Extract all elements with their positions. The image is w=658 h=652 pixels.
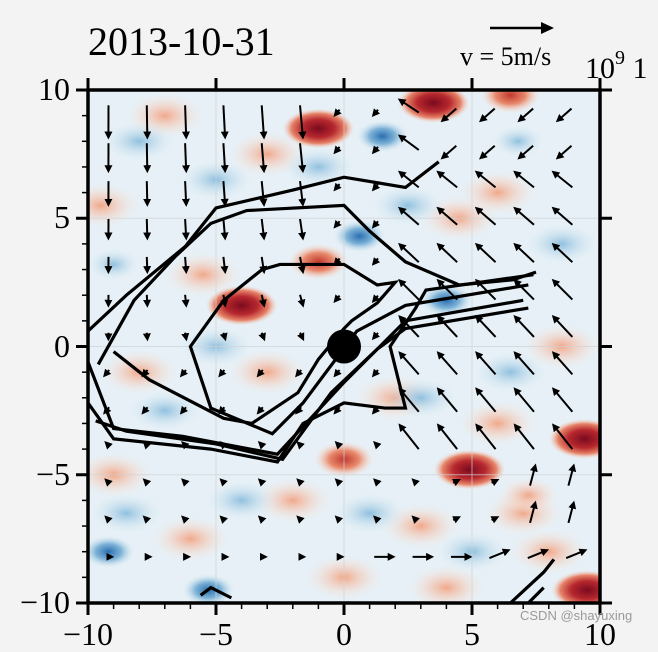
plot-area bbox=[63, 77, 623, 610]
y-tick-label: 5 bbox=[0, 201, 70, 233]
chart-title: 2013-10-31 bbox=[88, 22, 275, 62]
y-tick-label: −5 bbox=[0, 458, 70, 490]
x-tick-label: 0 bbox=[304, 618, 384, 650]
offset-text: 109 1 bbox=[585, 48, 648, 84]
chart-figure bbox=[0, 0, 658, 634]
x-tick-label: 5 bbox=[432, 618, 512, 650]
x-tick-label: −5 bbox=[176, 618, 256, 650]
y-tick-label: 10 bbox=[0, 73, 70, 105]
x-tick-label: −10 bbox=[48, 618, 128, 650]
y-tick-label: −10 bbox=[0, 586, 70, 618]
watermark: CSDN @shayuxing bbox=[520, 608, 632, 623]
y-tick-label: 0 bbox=[0, 330, 70, 362]
center-marker bbox=[327, 330, 361, 364]
quiver-key-label: v = 5m/s bbox=[460, 44, 551, 70]
quiver-key-arrow bbox=[490, 22, 554, 34]
